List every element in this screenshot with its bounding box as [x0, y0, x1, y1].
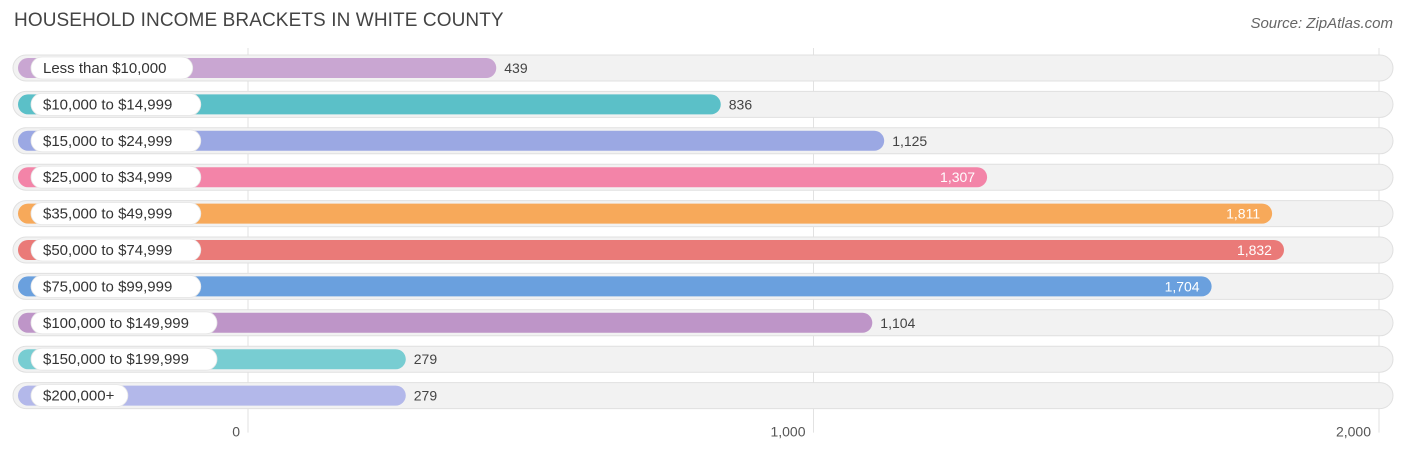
- bar[interactable]: [18, 276, 1212, 297]
- category-label-pill: [30, 347, 218, 371]
- category-label-pill: [30, 93, 202, 116]
- bar[interactable]: [18, 130, 885, 151]
- value-label: 1,704: [1165, 278, 1200, 294]
- value-label: 1,125: [892, 133, 927, 149]
- bar-row: $35,000 to $49,999 1,811: [12, 200, 1394, 228]
- category-label-pill: [30, 384, 129, 408]
- bar-row: $75,000 to $99,999 1,704: [12, 272, 1394, 300]
- category-label-pill: [30, 202, 202, 226]
- chart-title: HOUSEHOLD INCOME BRACKETS IN WHITE COUNT…: [14, 10, 504, 31]
- category-label: $35,000 to $49,999: [43, 206, 172, 223]
- value-label: 1,832: [1237, 242, 1272, 258]
- value-label: 1,104: [880, 315, 915, 331]
- category-label: $100,000 to $149,999: [43, 315, 189, 332]
- category-label: $75,000 to $99,999: [43, 278, 172, 295]
- bar-row: $150,000 to $199,999 279: [12, 345, 1394, 373]
- category-label: $150,000 to $199,999: [43, 351, 189, 368]
- x-tick-label: 1,000: [770, 424, 805, 440]
- x-tick-label: 0: [232, 424, 240, 440]
- bar-row: Less than $10,000 439: [12, 54, 1394, 82]
- bar-row: $10,000 to $14,999 836: [12, 90, 1394, 118]
- category-label-pill: [30, 56, 194, 80]
- category-label-pill: [30, 129, 202, 153]
- bar-row: $100,000 to $149,999 1,104: [12, 309, 1394, 337]
- category-label: $50,000 to $74,999: [43, 242, 172, 259]
- x-tick-label: 2,000: [1336, 424, 1371, 440]
- value-label: 1,307: [940, 169, 975, 185]
- bar-row: $200,000+ 279: [12, 382, 1394, 410]
- value-label: 279: [414, 388, 438, 404]
- bar-row: $25,000 to $34,999 1,307: [12, 163, 1394, 191]
- chart-source: Source: ZipAtlas.com: [1250, 15, 1393, 32]
- bar[interactable]: [18, 203, 1273, 224]
- value-label: 439: [504, 60, 528, 76]
- category-label: $15,000 to $24,999: [43, 133, 172, 150]
- value-label: 836: [729, 96, 753, 112]
- value-label: 1,811: [1226, 206, 1260, 222]
- category-label-pill: [30, 274, 202, 298]
- bar-row: $15,000 to $24,999 1,125: [12, 127, 1394, 155]
- bar[interactable]: [18, 240, 1284, 260]
- category-label: Less than $10,000: [43, 60, 166, 77]
- category-label: $25,000 to $34,999: [43, 169, 172, 186]
- bar[interactable]: [18, 167, 988, 188]
- bar[interactable]: [18, 312, 873, 333]
- category-label-pill: [30, 165, 202, 189]
- bar-row: $50,000 to $74,999 1,832: [12, 236, 1394, 264]
- category-label: $200,000+: [43, 388, 115, 405]
- value-label: 279: [414, 351, 438, 367]
- category-label-pill: [30, 311, 218, 335]
- category-label: $10,000 to $14,999: [43, 96, 172, 113]
- category-label-pill: [30, 238, 202, 262]
